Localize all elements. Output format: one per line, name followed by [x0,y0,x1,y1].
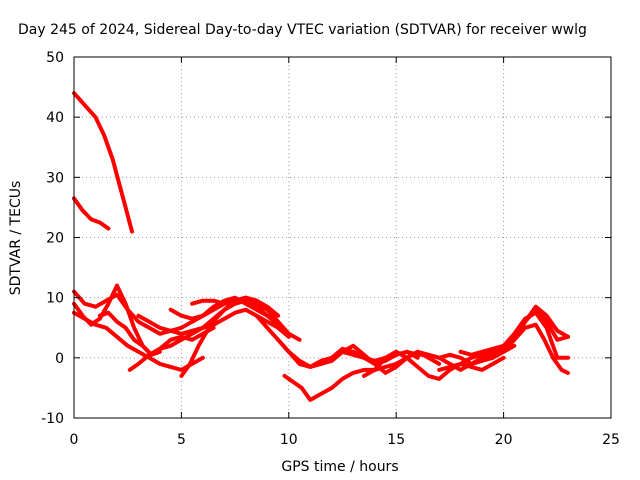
series-line-track-k [190,295,281,318]
series-line-track-p [362,349,506,381]
x-tick-label: 0 [70,432,79,448]
series-layer [72,91,570,402]
series-line-track-d [72,310,205,372]
y-tick-label: 20 [46,231,64,247]
grid [74,57,611,418]
series-line-track-a [72,91,134,234]
chart-title: Day 245 of 2024, Sidereal Day-to-day VTE… [18,22,587,38]
x-tick-label: 10 [280,432,298,448]
series-line-track-g [127,298,291,372]
series-line-track-b [72,196,111,231]
y-tick-label: 10 [46,291,64,307]
x-tick-label: 5 [177,432,186,448]
y-tick-label: -10 [41,411,64,427]
y-tick-label: 50 [46,50,64,66]
y-tick-label: 30 [46,170,64,186]
x-axis-label: GPS time / hours [281,459,398,475]
x-tick-label: 20 [495,432,513,448]
y-tick-label: 40 [46,110,64,126]
x-tick-label: 15 [387,432,405,448]
ticks: 0 5 10 15 20 25 -10 0 10 20 30 40 50 [41,50,620,448]
series-line-track-s [458,310,570,360]
y-tick-label: 0 [55,351,64,367]
x-tick-label: 25 [602,432,620,448]
series-line-track-q [404,304,570,366]
series-line-track-t [480,322,570,375]
y-axis-label: SDTVAR / TECUs [8,181,24,296]
